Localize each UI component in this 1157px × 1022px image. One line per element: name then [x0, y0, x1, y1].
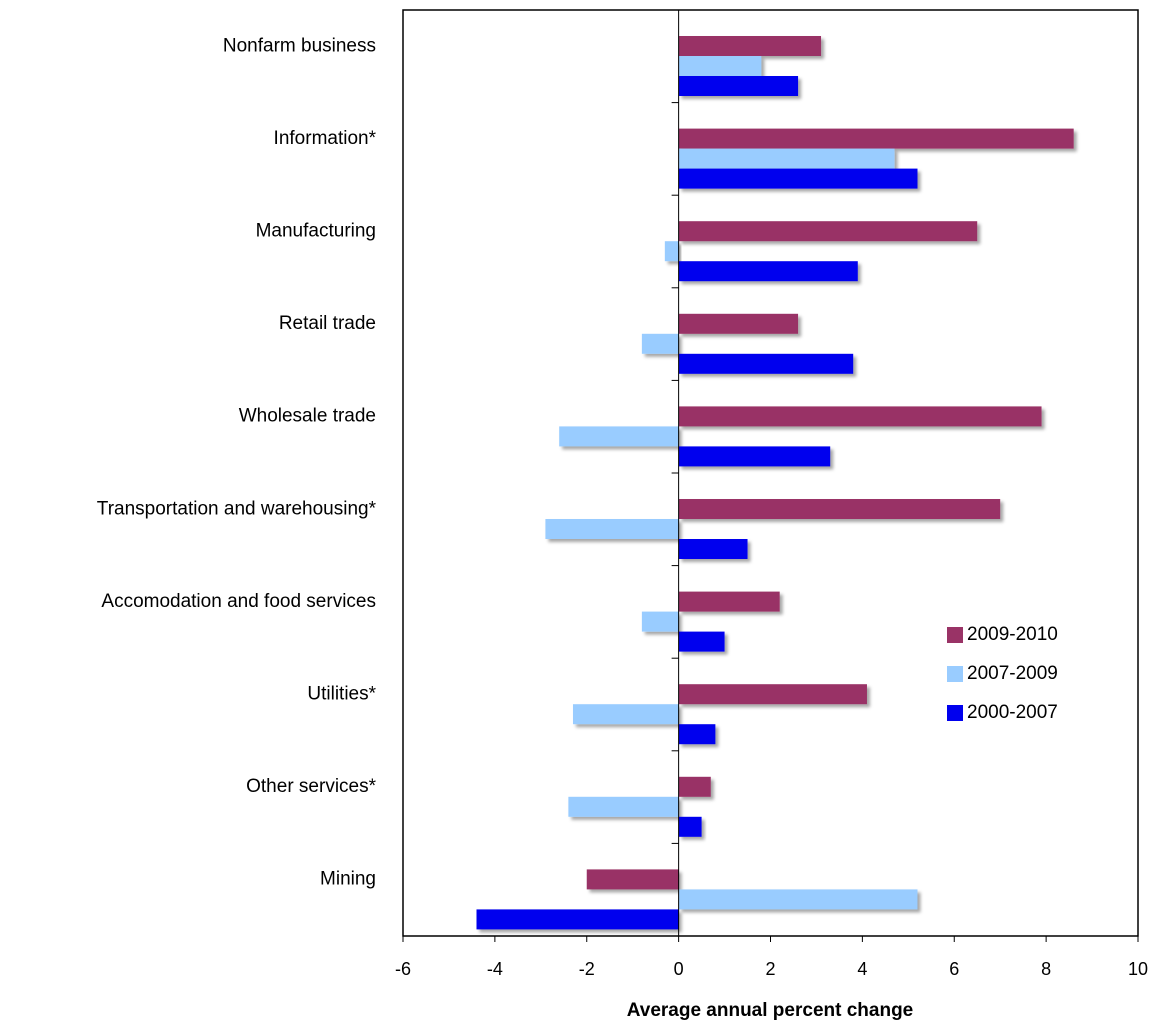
- bar: [678, 724, 716, 745]
- y-tick-label: Information*: [274, 128, 377, 149]
- bar: [678, 631, 725, 652]
- x-tick-label: 8: [1041, 959, 1051, 979]
- y-tick-label: Retail trade: [279, 313, 376, 334]
- bar: [641, 611, 679, 632]
- y-tick-label: Other services*: [246, 776, 376, 797]
- bar: [568, 796, 679, 817]
- bar: [678, 776, 711, 797]
- y-tick-label: Manufacturing: [256, 221, 376, 242]
- bar: [678, 499, 1001, 519]
- x-tick-label: -4: [487, 959, 503, 979]
- bar: [545, 519, 679, 539]
- x-tick-label: 2: [765, 959, 775, 979]
- y-tick-label: Accomodation and food services: [101, 591, 376, 612]
- y-tick-label: Wholesale trade: [239, 406, 376, 427]
- bar: [678, 406, 1042, 427]
- x-tick-label: 4: [857, 959, 867, 979]
- x-tick-label: -6: [395, 959, 411, 979]
- bar: [678, 221, 978, 242]
- bar: [678, 816, 702, 837]
- bar: [678, 168, 918, 189]
- y-tick-label: Utilities*: [307, 684, 376, 705]
- x-axis-label: Average annual percent change: [627, 1000, 914, 1021]
- bar: [678, 684, 867, 705]
- x-tick-label: 10: [1128, 959, 1148, 979]
- x-tick-label: -2: [579, 959, 595, 979]
- bar: [678, 446, 831, 467]
- legend-swatch: [947, 705, 963, 721]
- bar: [678, 76, 799, 96]
- legend-label: 2007-2009: [967, 663, 1058, 684]
- bar: [572, 704, 679, 725]
- bar: [678, 591, 780, 612]
- bar: [678, 313, 799, 334]
- y-tick-label: Nonfarm business: [223, 35, 376, 56]
- bar: [559, 426, 679, 447]
- legend-swatch: [947, 627, 963, 643]
- bar: [678, 36, 822, 56]
- bar: [641, 333, 679, 354]
- y-tick-label: Transportation and warehousing*: [97, 498, 377, 519]
- x-tick-label: 6: [949, 959, 959, 979]
- bar: [476, 909, 679, 930]
- bar: [678, 353, 854, 374]
- bar: [678, 56, 762, 76]
- bar: [678, 261, 858, 282]
- bar: [586, 869, 679, 890]
- bar: [678, 889, 918, 910]
- legend-label: 2000-2007: [967, 702, 1058, 723]
- bar: [678, 148, 895, 169]
- x-tick-label: 0: [674, 959, 684, 979]
- legend-label: 2009-2010: [967, 624, 1058, 645]
- bar: [664, 241, 679, 262]
- bar: [678, 128, 1074, 149]
- legend-swatch: [947, 666, 963, 682]
- y-tick-label: Mining: [320, 869, 376, 890]
- bar: [678, 539, 748, 559]
